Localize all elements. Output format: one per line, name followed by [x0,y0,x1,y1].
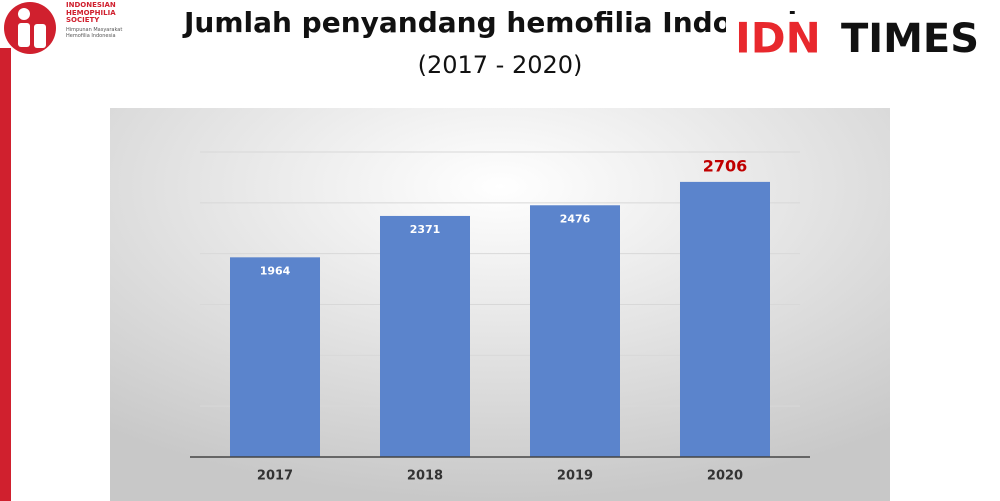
brand-first: IDN [735,14,821,63]
value-label: 2706 [703,156,748,175]
side-strip [0,48,11,501]
logo-head [18,8,30,20]
value-label: 2476 [560,212,591,225]
logo-body [18,23,30,47]
logo-subname: Himpunan Masyarakat Hemofilia Indonesia [66,26,123,39]
bar [680,181,770,457]
logo-text: INDONESIAN HEMOPHILIA SOCIETY Himpunan M… [66,2,123,39]
brand-backdrop [726,14,830,64]
chart-subtitle: (2017 - 2020) [418,51,583,79]
chart-title: Jumlah penyandang hemofilia Indonesia [182,6,816,39]
x-tick-label: 2017 [257,469,293,484]
x-tick-label: 2019 [557,469,593,484]
bar [380,215,470,457]
value-label: 1964 [260,264,291,277]
brand-second: TIMES [841,16,979,62]
logo-body [34,24,46,48]
x-tick-label: 2018 [407,469,443,484]
bar [530,205,620,457]
value-label: 2371 [410,223,441,236]
bar [230,257,320,457]
x-tick-label: 2020 [707,469,743,484]
logo-name: INDONESIAN HEMOPHILIA SOCIETY [66,2,116,24]
